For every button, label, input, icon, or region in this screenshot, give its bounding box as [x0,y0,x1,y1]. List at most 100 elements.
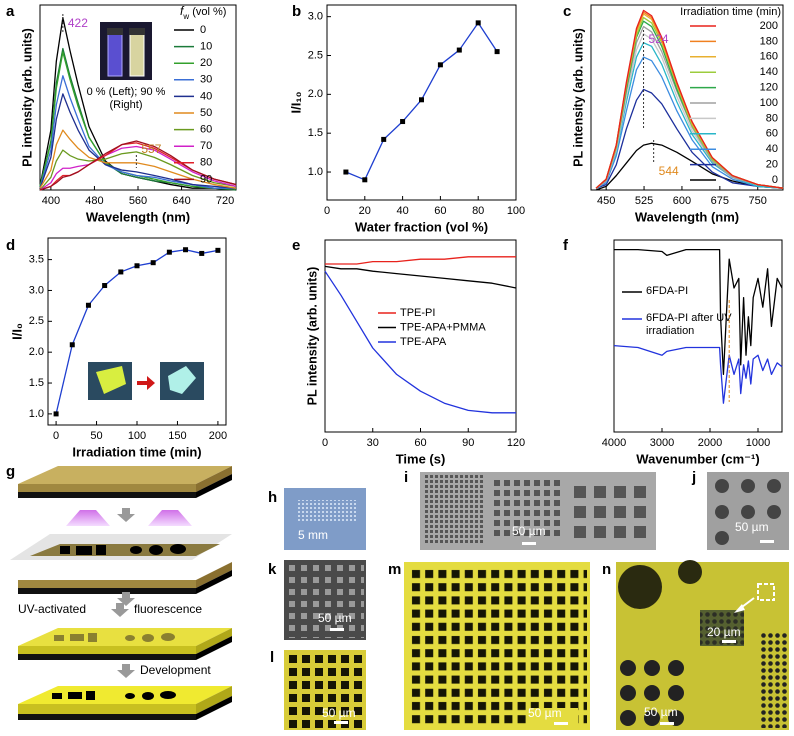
plot-frame [590,4,784,191]
y-tick-label: 2.5 [308,49,323,61]
legend-label: 160 [760,51,778,63]
legend-label: 6FDA-PI after UV irradiation [646,312,732,337]
peak-label: 544 [659,164,679,178]
plot-frame [326,4,517,201]
photo-h: 5 mm [284,488,366,550]
legend-label: 40 [766,143,778,155]
peak-label: 557 [141,142,161,156]
x-tick-label: 2000 [698,437,722,449]
panel-letter: b [292,3,301,20]
photo-i: 50 µm [420,472,656,550]
photo-l: 50 µm [284,650,366,730]
x-tick-label: 600 [673,195,691,207]
data-point [381,136,387,142]
series-line [39,140,237,191]
x-tick-label: 525 [635,195,653,207]
y-tick-label: 1.0 [29,408,44,420]
x-axis-label: Irradiation time (min) [72,444,201,459]
legend-title: Irradiation time (min) [680,6,781,18]
x-tick-label: 100 [507,205,525,217]
legend-label: 180 [760,35,778,47]
scale-bar-label: 5 mm [298,528,328,542]
y-tick-label: 2.0 [308,88,323,100]
legend-label: 60 [766,128,778,140]
x-axis-label: Time (s) [396,451,446,466]
series-line [324,270,516,414]
legend-title-part: f [180,4,185,18]
legend-label: 60 [200,124,212,136]
y-tick-label: 2.5 [29,315,44,327]
x-tick-label: 560 [129,195,147,207]
data-point [118,269,124,275]
data-point [400,119,406,125]
scale-bar-label: 50 µm [512,524,546,538]
legend-label: 120 [760,82,778,94]
legend-label: 40 [200,90,212,102]
series-line [39,93,237,189]
panel-letter: c [563,3,571,20]
x-tick-label: 120 [507,437,525,449]
series-line [595,56,784,189]
data-point [456,47,462,53]
data-point [475,20,481,26]
x-tick-label: 0 [322,437,328,449]
x-tick-label: 400 [42,195,60,207]
x-tick-label: 40 [396,205,408,217]
x-tick-label: 640 [172,195,190,207]
data-point [199,250,205,256]
photo-n: 20 µm 50 µm [616,560,789,730]
data-point [494,49,500,55]
scale-bar-label: 50 µm [322,706,356,720]
series-line [39,17,237,191]
panel-letter: i [404,469,408,486]
x-tick-label: 50 [90,430,102,442]
scale-bar-label: 50 µm [318,611,352,625]
panel-letter: g [6,463,15,480]
x-tick-label: 200 [209,430,227,442]
x-tick-label: 0 [324,205,330,217]
x-tick-label: 100 [128,430,146,442]
legend-label: 20 [766,159,778,171]
legend-label: TPE-APA [400,336,447,348]
data-point [343,169,349,175]
legend-label: 90 [200,173,212,185]
series-line [595,9,784,189]
legend-label: 0 [200,24,206,36]
panel-letter: f [563,237,569,254]
legend-label: TPE-APA+PMMA [400,321,486,333]
series-line [613,344,783,404]
legend-label: 50 [200,107,212,119]
step-label: fluorescence [134,602,202,616]
legend-label: TPE-PI [400,307,435,319]
photo-m: 50 µm [404,562,590,730]
x-tick-label: 0 [53,430,59,442]
legend-label-box: 6FDA-PI after UV irradiation [646,312,732,337]
x-axis-label: Wavelength (nm) [635,209,739,224]
inset-caption: 0 % (Left); 90 % (Right) [86,86,166,111]
x-axis-label: Wavenumber (cm⁻¹) [636,451,759,466]
panel-letter: k [268,561,277,578]
y-axis-label: PL intensity (arb. units) [571,28,585,167]
data-point [215,247,221,253]
step-label: UV-activated [18,602,86,616]
peak-label: 524 [649,32,669,46]
legend-label: 80 [766,112,778,124]
y-tick-label: 1.0 [308,166,323,178]
panel-letter: j [691,469,696,486]
plot-frame [613,239,783,433]
data-point [85,302,91,308]
data-point [53,411,59,417]
panel-letter: e [292,237,300,254]
photo-j: 50 µm [707,472,789,550]
panel-letter: n [602,561,611,578]
series-line [324,265,517,289]
scale-bar-label: 50 µm [735,520,769,534]
x-tick-label: 675 [711,195,729,207]
x-axis-label: Water fraction (vol %) [355,219,488,234]
schematic-g: UV-activated fluorescence Development [10,466,232,720]
scale-bar-label: 50 µm [644,705,678,719]
legend-label: 140 [760,66,778,78]
y-tick-label: 3.5 [29,254,44,266]
data-point [419,97,424,103]
legend-title-part: w [182,12,189,21]
